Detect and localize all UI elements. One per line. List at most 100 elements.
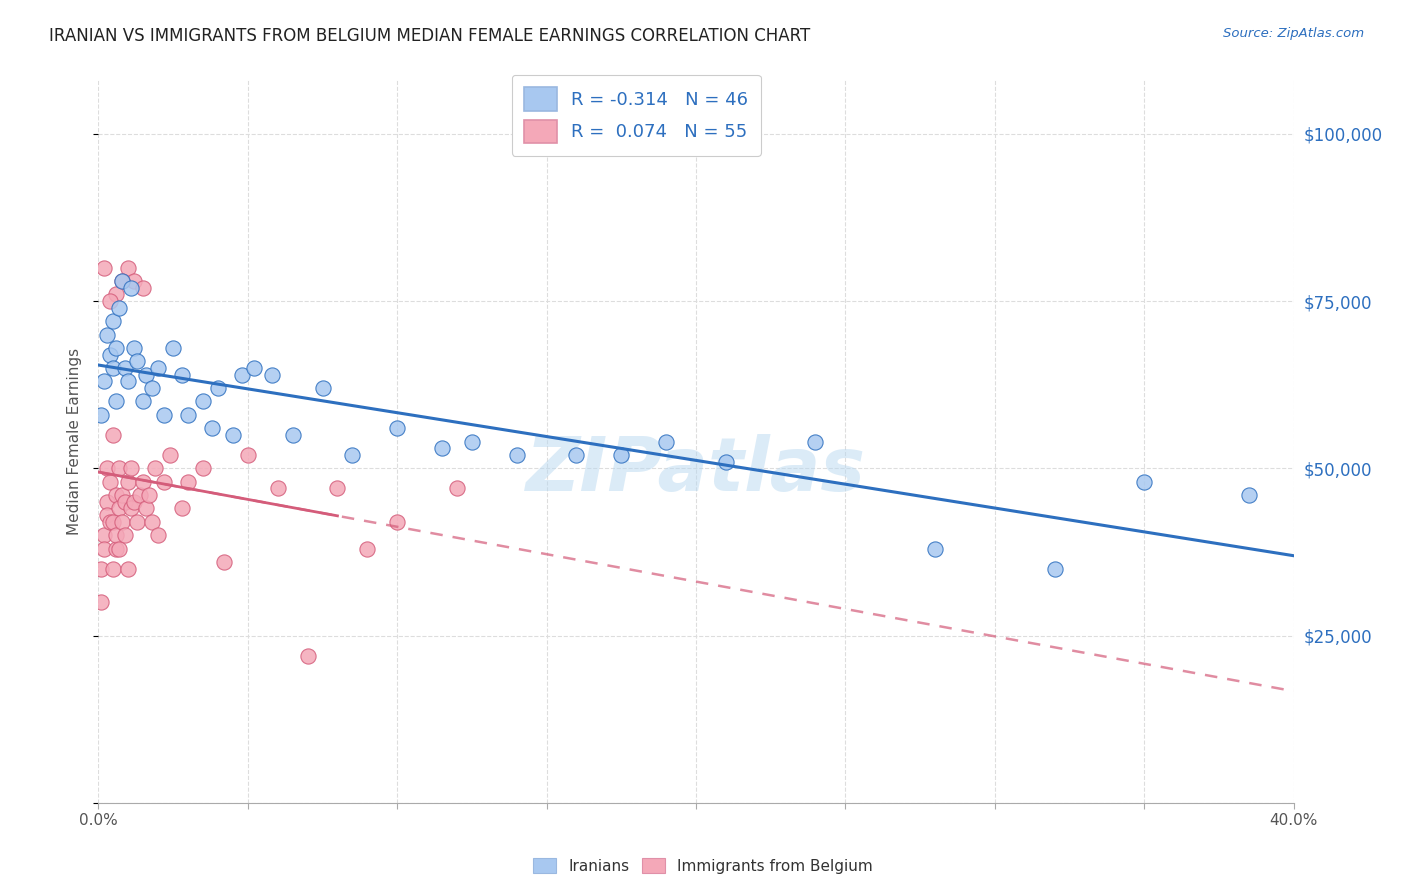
Point <box>430 441 453 455</box>
Point <box>385 421 409 435</box>
Point <box>132 475 155 489</box>
Point <box>143 461 166 475</box>
Point <box>191 394 214 409</box>
Point <box>212 555 235 569</box>
Point <box>446 482 468 496</box>
Legend: R = -0.314   N = 46, R =  0.074   N = 55: R = -0.314 N = 46, R = 0.074 N = 55 <box>512 75 761 155</box>
Point <box>172 501 194 516</box>
Point <box>105 488 128 502</box>
Point <box>385 515 409 529</box>
Point <box>96 461 118 475</box>
Point <box>93 541 115 556</box>
Point <box>804 434 827 449</box>
Point <box>138 488 160 502</box>
Point <box>135 368 157 382</box>
Point <box>93 260 115 275</box>
Point <box>111 274 134 288</box>
Point <box>105 541 128 556</box>
Point <box>924 541 946 556</box>
Point <box>96 494 118 508</box>
Point <box>98 293 122 308</box>
Point <box>105 287 128 301</box>
Point <box>177 408 200 422</box>
Point <box>120 501 142 516</box>
Point <box>93 528 115 542</box>
Y-axis label: Median Female Earnings: Median Female Earnings <box>67 348 83 535</box>
Point <box>105 341 128 355</box>
Point <box>127 354 149 368</box>
Text: ZIPatlas: ZIPatlas <box>526 434 866 507</box>
Point <box>103 562 125 576</box>
Point <box>90 595 112 609</box>
Point <box>98 475 122 489</box>
Point <box>90 408 112 422</box>
Point <box>114 361 136 376</box>
Point <box>148 528 170 542</box>
Point <box>1043 562 1066 576</box>
Point <box>124 494 146 508</box>
Point <box>135 501 157 516</box>
Point <box>1237 488 1260 502</box>
Point <box>90 562 112 576</box>
Point <box>132 281 155 295</box>
Point <box>103 361 125 376</box>
Point <box>201 421 224 435</box>
Point <box>127 515 149 529</box>
Point <box>93 375 115 389</box>
Point <box>153 408 176 422</box>
Point <box>141 515 163 529</box>
Point <box>236 448 259 462</box>
Point <box>267 482 290 496</box>
Point <box>108 461 131 475</box>
Point <box>297 648 319 663</box>
Point <box>98 348 122 362</box>
Point <box>124 341 146 355</box>
Text: IRANIAN VS IMMIGRANTS FROM BELGIUM MEDIAN FEMALE EARNINGS CORRELATION CHART: IRANIAN VS IMMIGRANTS FROM BELGIUM MEDIA… <box>49 27 810 45</box>
Point <box>356 541 378 556</box>
Point <box>326 482 349 496</box>
Point <box>162 341 184 355</box>
Point <box>153 475 176 489</box>
Point <box>222 427 245 442</box>
Point <box>191 461 214 475</box>
Point <box>120 461 142 475</box>
Point <box>610 448 633 462</box>
Point <box>105 528 128 542</box>
Point <box>103 515 125 529</box>
Point <box>1133 475 1156 489</box>
Point <box>117 260 139 275</box>
Legend: Iranians, Immigrants from Belgium: Iranians, Immigrants from Belgium <box>527 852 879 880</box>
Point <box>159 448 181 462</box>
Point <box>124 274 146 288</box>
Point <box>108 541 131 556</box>
Point <box>111 488 134 502</box>
Point <box>565 448 588 462</box>
Point <box>96 327 118 342</box>
Point <box>111 515 134 529</box>
Point <box>129 488 152 502</box>
Point <box>311 381 333 395</box>
Point <box>108 501 131 516</box>
Point <box>103 427 125 442</box>
Point <box>117 562 139 576</box>
Point <box>117 375 139 389</box>
Point <box>243 361 266 376</box>
Point <box>172 368 194 382</box>
Point <box>231 368 253 382</box>
Point <box>117 475 139 489</box>
Point <box>260 368 283 382</box>
Point <box>111 274 134 288</box>
Text: Source: ZipAtlas.com: Source: ZipAtlas.com <box>1223 27 1364 40</box>
Point <box>342 448 364 462</box>
Point <box>114 528 136 542</box>
Point <box>461 434 484 449</box>
Point <box>506 448 529 462</box>
Point <box>148 361 170 376</box>
Point <box>103 314 125 328</box>
Point <box>96 508 118 523</box>
Point <box>281 427 304 442</box>
Point <box>177 475 200 489</box>
Point <box>108 301 131 315</box>
Point <box>207 381 229 395</box>
Point <box>714 454 737 469</box>
